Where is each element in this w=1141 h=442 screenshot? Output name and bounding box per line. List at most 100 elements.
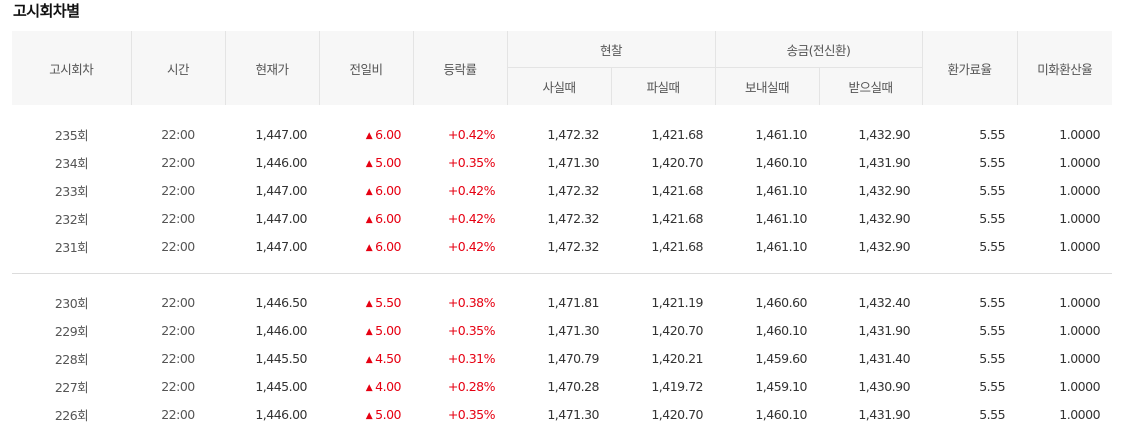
table-row: 234회 22:00 1,446.00 ▲ 5.00 +0.35% 1,471.30 1,42… (12, 148, 1112, 176)
cell-round: 232회 (54, 211, 89, 227)
cell-current-price: 1,445.50 (255, 350, 307, 366)
cell-current-price: 1,446.00 (255, 322, 307, 338)
up-arrow-icon: ▲ (365, 186, 373, 197)
change-value: 4.50 (375, 350, 401, 366)
cell-usd-conversion-rate: 1.0000 (1059, 154, 1101, 170)
header-remittance: 송금(전신환) (714, 31, 923, 68)
group-divider (12, 273, 1113, 274)
cell-remit-receive: 1,432.90 (858, 182, 911, 198)
cell-change-rate: +0.42% (447, 182, 496, 198)
cell-remit-receive: 1,430.90 (858, 378, 911, 394)
cell-current-price: 1,447.00 (255, 126, 307, 142)
cell-remit-send: 1,459.10 (755, 378, 808, 394)
cell-change: ▲ 6.00 (319, 232, 413, 260)
cell-round: 234회 (54, 155, 89, 171)
cell-remit-send: 1,460.10 (755, 322, 808, 338)
cell-exchange-fee-rate: 5.55 (979, 154, 1006, 170)
table-row: 232회 22:00 1,447.00 ▲ 6.00 +0.42% 1,472.32 1,42… (12, 204, 1112, 232)
cell-cash-buy: 1,471.30 (547, 406, 599, 422)
cell-cash-buy: 1,470.28 (547, 378, 599, 394)
table-row: 227회 22:00 1,445.00 ▲ 4.00 +0.28% 1,470.28 1,41… (12, 372, 1112, 400)
cell-current-price: 1,445.00 (255, 378, 307, 394)
table-body: 235회 22:00 1,447.00 ▲ 6.00 +0.42% 1,472.32 1,42… (12, 105, 1113, 428)
cell-change: ▲ 5.50 (319, 288, 413, 316)
cell-remit-receive: 1,431.90 (858, 154, 911, 170)
cell-remit-send: 1,461.10 (755, 238, 808, 254)
table-row: 229회 22:00 1,446.00 ▲ 5.00 +0.35% 1,471.30 1,42… (12, 316, 1112, 344)
cell-round: 229회 (54, 323, 89, 339)
cell-change: ▲ 4.00 (319, 372, 413, 400)
cell-exchange-fee-rate: 5.55 (979, 126, 1006, 142)
cell-cash-buy: 1,471.30 (547, 154, 599, 170)
change-value: 6.00 (375, 182, 401, 198)
cell-round: 228회 (54, 351, 89, 367)
cell-change-rate: +0.42% (447, 210, 496, 226)
up-arrow-icon: ▲ (365, 242, 373, 253)
header-remit-send: 보내실때 (714, 67, 820, 105)
header-usd-conversion-rate: 미화환산율 (1016, 31, 1113, 105)
cell-round: 231회 (54, 239, 89, 255)
change-value: 4.00 (375, 378, 401, 394)
cell-cash-sell: 1,421.68 (651, 210, 704, 226)
cell-remit-receive: 1,432.40 (858, 294, 911, 310)
table-header: 고시회차 시간 현재가 전일비 등락률 현찰 송금(전신환) 환가료율 미화환산… (12, 31, 1113, 105)
cell-change-rate: +0.28% (447, 378, 496, 394)
cell-change: ▲ 6.00 (319, 176, 413, 204)
cell-change-rate: +0.35% (447, 406, 496, 422)
cell-usd-conversion-rate: 1.0000 (1059, 294, 1101, 310)
change-value: 5.00 (375, 406, 401, 422)
up-arrow-icon: ▲ (365, 298, 373, 309)
cell-change: ▲ 5.00 (319, 148, 413, 176)
cell-current-price: 1,446.50 (255, 294, 307, 310)
table-row: 228회 22:00 1,445.50 ▲ 4.50 +0.31% 1,470.79 1,42… (12, 344, 1112, 372)
rate-history-table: 고시회차 시간 현재가 전일비 등락률 현찰 송금(전신환) 환가료율 미화환산… (12, 31, 1113, 428)
cell-round: 227회 (54, 379, 89, 395)
cell-remit-send: 1,460.60 (755, 294, 808, 310)
cell-exchange-fee-rate: 5.55 (979, 378, 1006, 394)
cell-current-price: 1,447.00 (255, 238, 307, 254)
header-remit-receive: 받으실때 (818, 67, 923, 105)
cell-remit-receive: 1,431.40 (858, 350, 911, 366)
cell-remit-send: 1,461.10 (755, 210, 808, 226)
cell-change: ▲ 6.00 (319, 204, 413, 232)
header-change-rate: 등락률 (412, 31, 507, 105)
cell-change-rate: +0.38% (447, 294, 496, 310)
cell-change: ▲ 5.00 (319, 400, 413, 428)
header-cash-buy: 사실때 (506, 67, 611, 105)
up-arrow-icon: ▲ (365, 354, 373, 365)
cell-remit-receive: 1,431.90 (858, 322, 911, 338)
table-row: 230회 22:00 1,446.50 ▲ 5.50 +0.38% 1,471.81 1,42… (12, 288, 1112, 316)
change-value: 6.00 (375, 238, 401, 254)
cell-current-price: 1,447.00 (255, 182, 307, 198)
change-value: 5.00 (375, 322, 401, 338)
cell-round: 226회 (54, 407, 89, 423)
up-arrow-icon: ▲ (365, 410, 373, 421)
cell-change-rate: +0.31% (447, 350, 496, 366)
cell-time: 22:00 (161, 238, 195, 254)
cell-remit-receive: 1,432.90 (858, 210, 911, 226)
cell-cash-buy: 1,472.32 (547, 182, 599, 198)
table-row: 235회 22:00 1,447.00 ▲ 6.00 +0.42% 1,472.32 1,42… (12, 120, 1112, 148)
cell-time: 22:00 (161, 154, 195, 170)
up-arrow-icon: ▲ (365, 130, 373, 141)
cell-cash-sell: 1,421.19 (651, 294, 704, 310)
up-arrow-icon: ▲ (365, 382, 373, 393)
cell-remit-send: 1,459.60 (755, 350, 808, 366)
cell-change: ▲ 4.50 (319, 344, 413, 372)
cell-exchange-fee-rate: 5.55 (979, 322, 1006, 338)
cell-exchange-fee-rate: 5.55 (979, 294, 1006, 310)
cell-time: 22:00 (161, 322, 195, 338)
cell-cash-sell: 1,420.70 (651, 322, 704, 338)
cell-cash-sell: 1,421.68 (651, 126, 704, 142)
up-arrow-icon: ▲ (365, 326, 373, 337)
cell-usd-conversion-rate: 1.0000 (1059, 238, 1101, 254)
cell-remit-receive: 1,432.90 (858, 126, 911, 142)
cell-usd-conversion-rate: 1.0000 (1059, 406, 1101, 422)
cell-time: 22:00 (161, 182, 195, 198)
table-row: 233회 22:00 1,447.00 ▲ 6.00 +0.42% 1,472.32 1,42… (12, 176, 1112, 204)
cell-usd-conversion-rate: 1.0000 (1059, 350, 1101, 366)
cell-remit-send: 1,461.10 (755, 182, 808, 198)
cell-cash-buy: 1,471.30 (547, 322, 599, 338)
up-arrow-icon: ▲ (365, 214, 373, 225)
cell-time: 22:00 (161, 406, 195, 422)
